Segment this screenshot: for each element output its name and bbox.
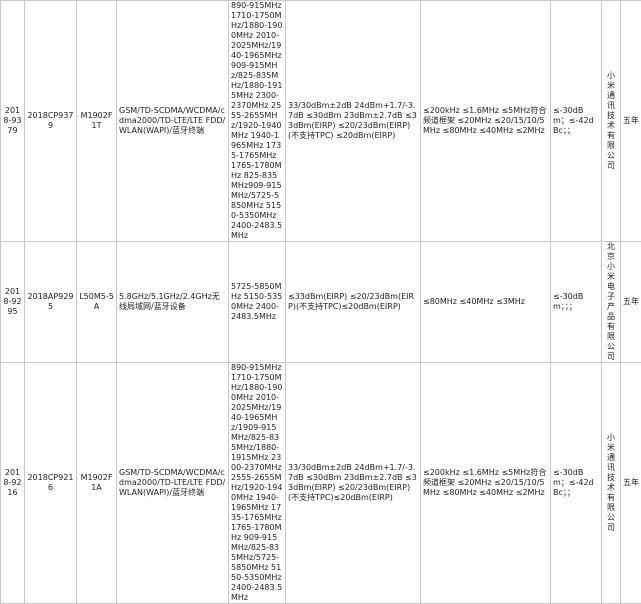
approval-no: 2018-9379: [1, 1, 25, 242]
device-type: GSM/TD-SCDMA/WCDMA/cdma2000/TD-LTE/LTE F…: [117, 1, 229, 242]
validity: 五年: [621, 363, 641, 604]
model: M1902F1A: [77, 363, 117, 604]
frequency-range: 890-915MHz 1710-1750MHz/1880-1900MHz 201…: [229, 363, 286, 604]
approval-no: 2018-9216: [1, 363, 25, 604]
certificate-no: 2018AP9295: [25, 242, 77, 363]
spurious-emission: ≤-30dBm；≤-42dBc；；: [551, 363, 602, 604]
bandwidth: ≤200kHz ≤1.6MHz ≤5MHz符合频道框架 ≤20MHz ≤20/1…: [421, 363, 551, 604]
frequency-range: 890-915MHz 1710-1750MHz/1880-1900MHz 201…: [229, 1, 286, 242]
frequency-range: 5725-5850MHz 5150-5350MHz 2400-2483.5MHz: [229, 242, 286, 363]
device-type: GSM/TD-SCDMA/WCDMA/cdma2000/TD-LTE/LTE F…: [117, 363, 229, 604]
transmit-power: 33/30dBm±2dB 24dBm+1.7/-3.7dB ≤30dBm 23d…: [286, 1, 421, 242]
bandwidth: ≤80MHz ≤40MHz ≤3MHz: [421, 242, 551, 363]
certificate-no: 2018CP9379: [25, 1, 77, 242]
device-type: 5.8GHz/5.1GHz/2.4GHz无线局域网/蓝牙设备: [117, 242, 229, 363]
model: L50M5-5A: [77, 242, 117, 363]
company: 北京小米电子产品有限公司: [602, 242, 621, 363]
validity: 五年: [621, 1, 641, 242]
approval-no: 2018-9295: [1, 242, 25, 363]
validity: 五年: [621, 242, 641, 363]
spurious-emission: ≤-30dBm；；；: [551, 242, 602, 363]
spurious-emission: ≤-30dBm；≤-42dBc；；: [551, 1, 602, 242]
company: 小米通讯技术有限公司: [602, 1, 621, 242]
company: 小米通讯技术有限公司: [602, 363, 621, 604]
certificate-no: 2018CP9216: [25, 363, 77, 604]
model: M1902F1T: [77, 1, 117, 242]
transmit-power: 33/30dBm±2dB 24dBm+1.7/-3.7dB ≤30dBm 23d…: [286, 363, 421, 604]
bandwidth: ≤200kHz ≤1.6MHz ≤5MHz符合频道框架 ≤20MHz ≤20/1…: [421, 1, 551, 242]
transmit-power: ≤33dBm(EIRP) ≤20/23dBm(EIRP)(不支持TPC)≤20d…: [286, 242, 421, 363]
